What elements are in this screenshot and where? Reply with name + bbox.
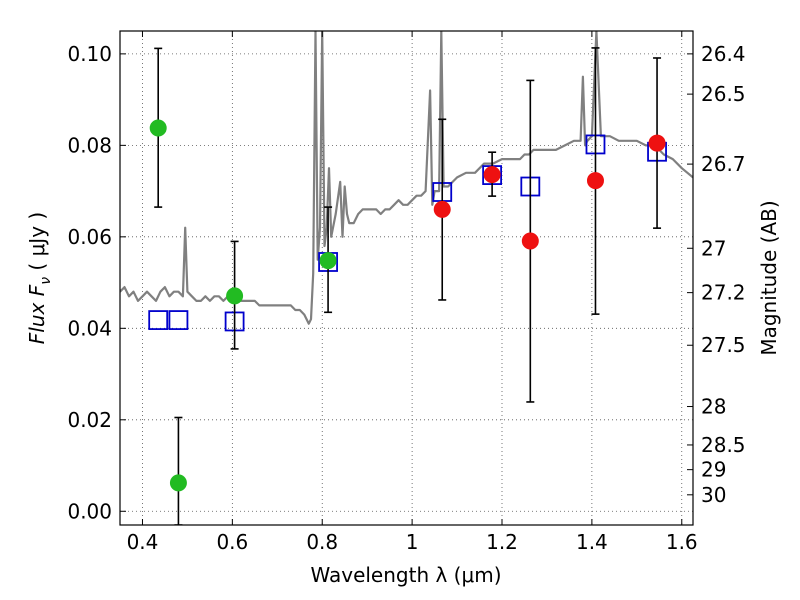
y-tick-label: 0.10: [67, 42, 112, 66]
x-tick-label: 0.6: [216, 530, 248, 554]
y-axis-title-left-sub: ν: [38, 277, 54, 285]
y-tick-label: 0.04: [67, 316, 112, 340]
right-tick-label: 29: [701, 458, 726, 482]
y-tick-label: 0.00: [67, 499, 112, 523]
model-spectrum-line: [120, 31, 693, 325]
plot-background: [120, 31, 693, 525]
x-tick-label: 0.8: [306, 530, 338, 554]
y-tick-label: 0.06: [67, 225, 112, 249]
x-tick-label: 1.2: [486, 530, 518, 554]
right-tick-label: 28: [701, 395, 726, 419]
nir-observed-point: [433, 200, 451, 218]
nir-observed-point: [521, 232, 539, 250]
y-axis-title-right: Magnitude (AB): [757, 200, 781, 355]
nir-observed-point: [483, 166, 501, 184]
optical-observed-point: [149, 119, 167, 137]
x-tick-label: 1.6: [666, 530, 698, 554]
synthetic-photometry-marker: [168, 310, 189, 330]
optical-observed-point: [169, 474, 187, 492]
x-axis-title: Wavelength λ (μm): [310, 563, 501, 587]
x-tick-label: 1: [406, 530, 419, 554]
y-axis-title-left-main: Flux F: [25, 284, 49, 344]
right-tick-label: 26.4: [701, 42, 746, 66]
nir-observed-point: [648, 134, 666, 152]
x-tick-label: 1.4: [576, 530, 608, 554]
right-tick-label: 30: [701, 483, 726, 507]
right-tick-label: 26.7: [701, 152, 746, 176]
y-tick-label: 0.08: [67, 133, 112, 157]
y-axis-title-left: Flux Fν ( μJy ): [25, 212, 54, 344]
data-layer: [120, 31, 693, 525]
optical-observed-point: [319, 252, 337, 270]
y-tick-label: 0.02: [67, 408, 112, 432]
nir-observed-point: [586, 172, 604, 190]
plot-frame: [119, 30, 694, 526]
synthetic-photometry-marker: [148, 310, 169, 330]
right-tick-label: 27.5: [701, 333, 746, 357]
right-tick-label: 27: [701, 236, 726, 260]
y-axis-title-left-unit: ( μJy ): [25, 212, 49, 277]
right-tick-label: 26.5: [701, 82, 746, 106]
x-tick-label: 0.4: [127, 530, 159, 554]
right-tick-label: 27.2: [701, 281, 746, 305]
right-tick-label: 28.5: [701, 433, 746, 457]
ticks: 0.4 0.6 0.8 1 1.2 1.4 1.6 0.00 0.02 0.04 0.06 0.08 0…: [67, 31, 746, 554]
optical-observed-point: [226, 287, 244, 305]
